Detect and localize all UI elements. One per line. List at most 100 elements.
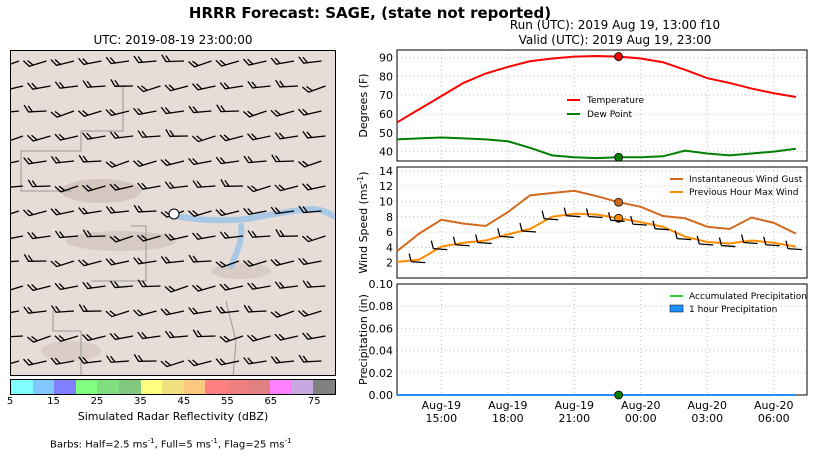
wind-barb <box>77 110 102 117</box>
wind-barb <box>23 254 47 262</box>
wind-barb <box>585 208 603 219</box>
wind-barb <box>270 310 295 318</box>
wind-barb <box>497 228 514 239</box>
wind-barb <box>11 83 24 91</box>
colorbar-tick-label: 5 <box>6 396 14 407</box>
y-tick-label: 4 <box>386 241 393 254</box>
y-tick-label: 40 <box>379 146 393 159</box>
wind-barb <box>11 329 24 338</box>
wind-barb <box>192 180 216 188</box>
wind-barb <box>78 154 102 163</box>
reflectivity-colorbar <box>10 379 336 395</box>
wind-barb <box>133 55 157 64</box>
wind-barbs <box>11 54 326 368</box>
x-tick-label: 00:00 <box>625 412 657 425</box>
wind-barb <box>192 83 216 91</box>
wind-barb <box>298 56 322 64</box>
legend-label: 1 hour Precipitation <box>689 305 777 315</box>
wind-barb <box>11 60 20 68</box>
wind-barb <box>696 235 714 246</box>
wind-barb <box>11 105 20 114</box>
wind-barb <box>105 160 130 168</box>
colorbar-swatch <box>32 380 55 394</box>
series-line-2 <box>396 136 797 160</box>
map-title: UTC: 2019-08-19 23:00:00 <box>93 33 253 47</box>
wind-barb <box>298 354 322 363</box>
colorbar-swatch <box>97 380 119 394</box>
colorbar-swatch <box>162 380 184 394</box>
wind-barb <box>78 304 102 312</box>
chart-panel-3: 0.00 0.02 0.04 0.06 0.08 0.10 Precipitation (i… <box>357 278 808 425</box>
x-tick-label: Aug-19 <box>555 399 594 412</box>
wind-barb <box>11 255 20 263</box>
y-axis-label: Precipitation (in) <box>357 294 370 385</box>
wind-barb <box>50 208 75 216</box>
wind-barb <box>22 209 47 217</box>
series-line-1 <box>396 189 797 252</box>
y-tick-label: 10 <box>379 195 393 208</box>
wind-barb <box>297 160 322 168</box>
valid-time-label: Valid (UTC): 2019 Aug 19, 23:00 <box>518 33 712 47</box>
y-axis-label-sup: -1 <box>356 176 365 184</box>
wind-barb <box>133 257 157 265</box>
wind-barb <box>247 133 271 141</box>
valid-time-marker <box>614 390 624 400</box>
wind-barb <box>137 130 161 138</box>
y-tick-label: 50 <box>379 127 393 140</box>
wind-barb <box>161 54 185 63</box>
legend-label: Instantaneous Wind Gust <box>689 175 803 185</box>
colorbar-swatch <box>226 380 249 394</box>
wind-barb <box>243 155 267 164</box>
wind-barb <box>215 156 240 165</box>
wind-barb <box>78 207 102 215</box>
wind-barb <box>137 279 161 288</box>
y-tick-label: 60 <box>379 108 393 121</box>
wind-barb <box>23 358 47 366</box>
wind-barb <box>109 131 134 139</box>
y-tick-label: 0.08 <box>369 300 394 313</box>
wind-barb <box>78 356 102 364</box>
wind-barb <box>297 310 322 317</box>
y-tick-label: 90 <box>379 52 393 65</box>
wind-barb <box>11 158 20 166</box>
wind-barb <box>188 105 212 114</box>
y-tick-label: 80 <box>379 70 393 83</box>
chart-panel-1: 40 50 60 70 80 90 Degrees (F) Temperature Dew Po… <box>357 49 808 162</box>
wind-barb <box>187 210 212 217</box>
colorbar-swatch <box>140 380 163 394</box>
wind-barb <box>188 157 212 166</box>
wind-barb <box>82 80 106 88</box>
wind-barb <box>243 58 267 66</box>
wind-barb <box>105 310 130 318</box>
wind-barb <box>54 335 79 342</box>
wind-barb <box>105 56 130 65</box>
wind-barb <box>82 229 106 238</box>
wind-barb <box>187 60 212 68</box>
y-axis-label: Wind Speed (ms-1) <box>356 171 370 273</box>
wind-barb <box>81 334 106 342</box>
wind-barb <box>270 109 295 117</box>
wind-barb <box>23 157 47 165</box>
wind-barb <box>109 280 134 289</box>
wind-barb <box>216 104 240 113</box>
x-tick-label: 03:00 <box>691 412 723 425</box>
legend-label: Previous Hour Max Wind <box>689 188 799 198</box>
plot-frame <box>396 49 808 162</box>
y-tick-label: 0.06 <box>369 322 394 335</box>
wind-barb <box>11 135 24 143</box>
site-marker <box>168 208 180 220</box>
chart-panel-2: 2 4 6 8 10 12 14 Wind Speed (ms-1) Instantaneous… <box>356 165 808 279</box>
y-tick-label: 14 <box>379 165 393 178</box>
colorbar-tick-label: 15 <box>47 396 60 407</box>
wind-barb <box>54 81 79 89</box>
wind-barb <box>160 106 185 115</box>
colorbar-swatch <box>248 380 271 394</box>
wind-barb <box>50 110 75 118</box>
wind-barb <box>219 134 244 142</box>
wind-barb <box>187 359 212 367</box>
x-tick-label: Aug-19 <box>422 399 461 412</box>
wind-barb <box>274 281 299 289</box>
wind-barb <box>270 57 295 65</box>
series-line-1 <box>396 55 797 124</box>
